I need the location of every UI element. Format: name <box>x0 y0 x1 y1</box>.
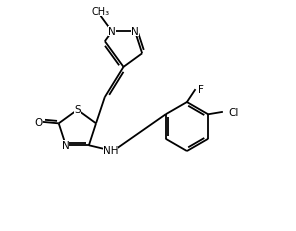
Text: N: N <box>131 27 139 37</box>
Text: F: F <box>198 85 204 95</box>
Text: CH₃: CH₃ <box>92 7 110 17</box>
Text: NH: NH <box>103 145 118 155</box>
Text: Cl: Cl <box>228 107 239 118</box>
Text: N: N <box>108 27 116 37</box>
Text: O: O <box>34 117 42 127</box>
Text: S: S <box>74 105 81 115</box>
Text: N: N <box>62 141 70 151</box>
